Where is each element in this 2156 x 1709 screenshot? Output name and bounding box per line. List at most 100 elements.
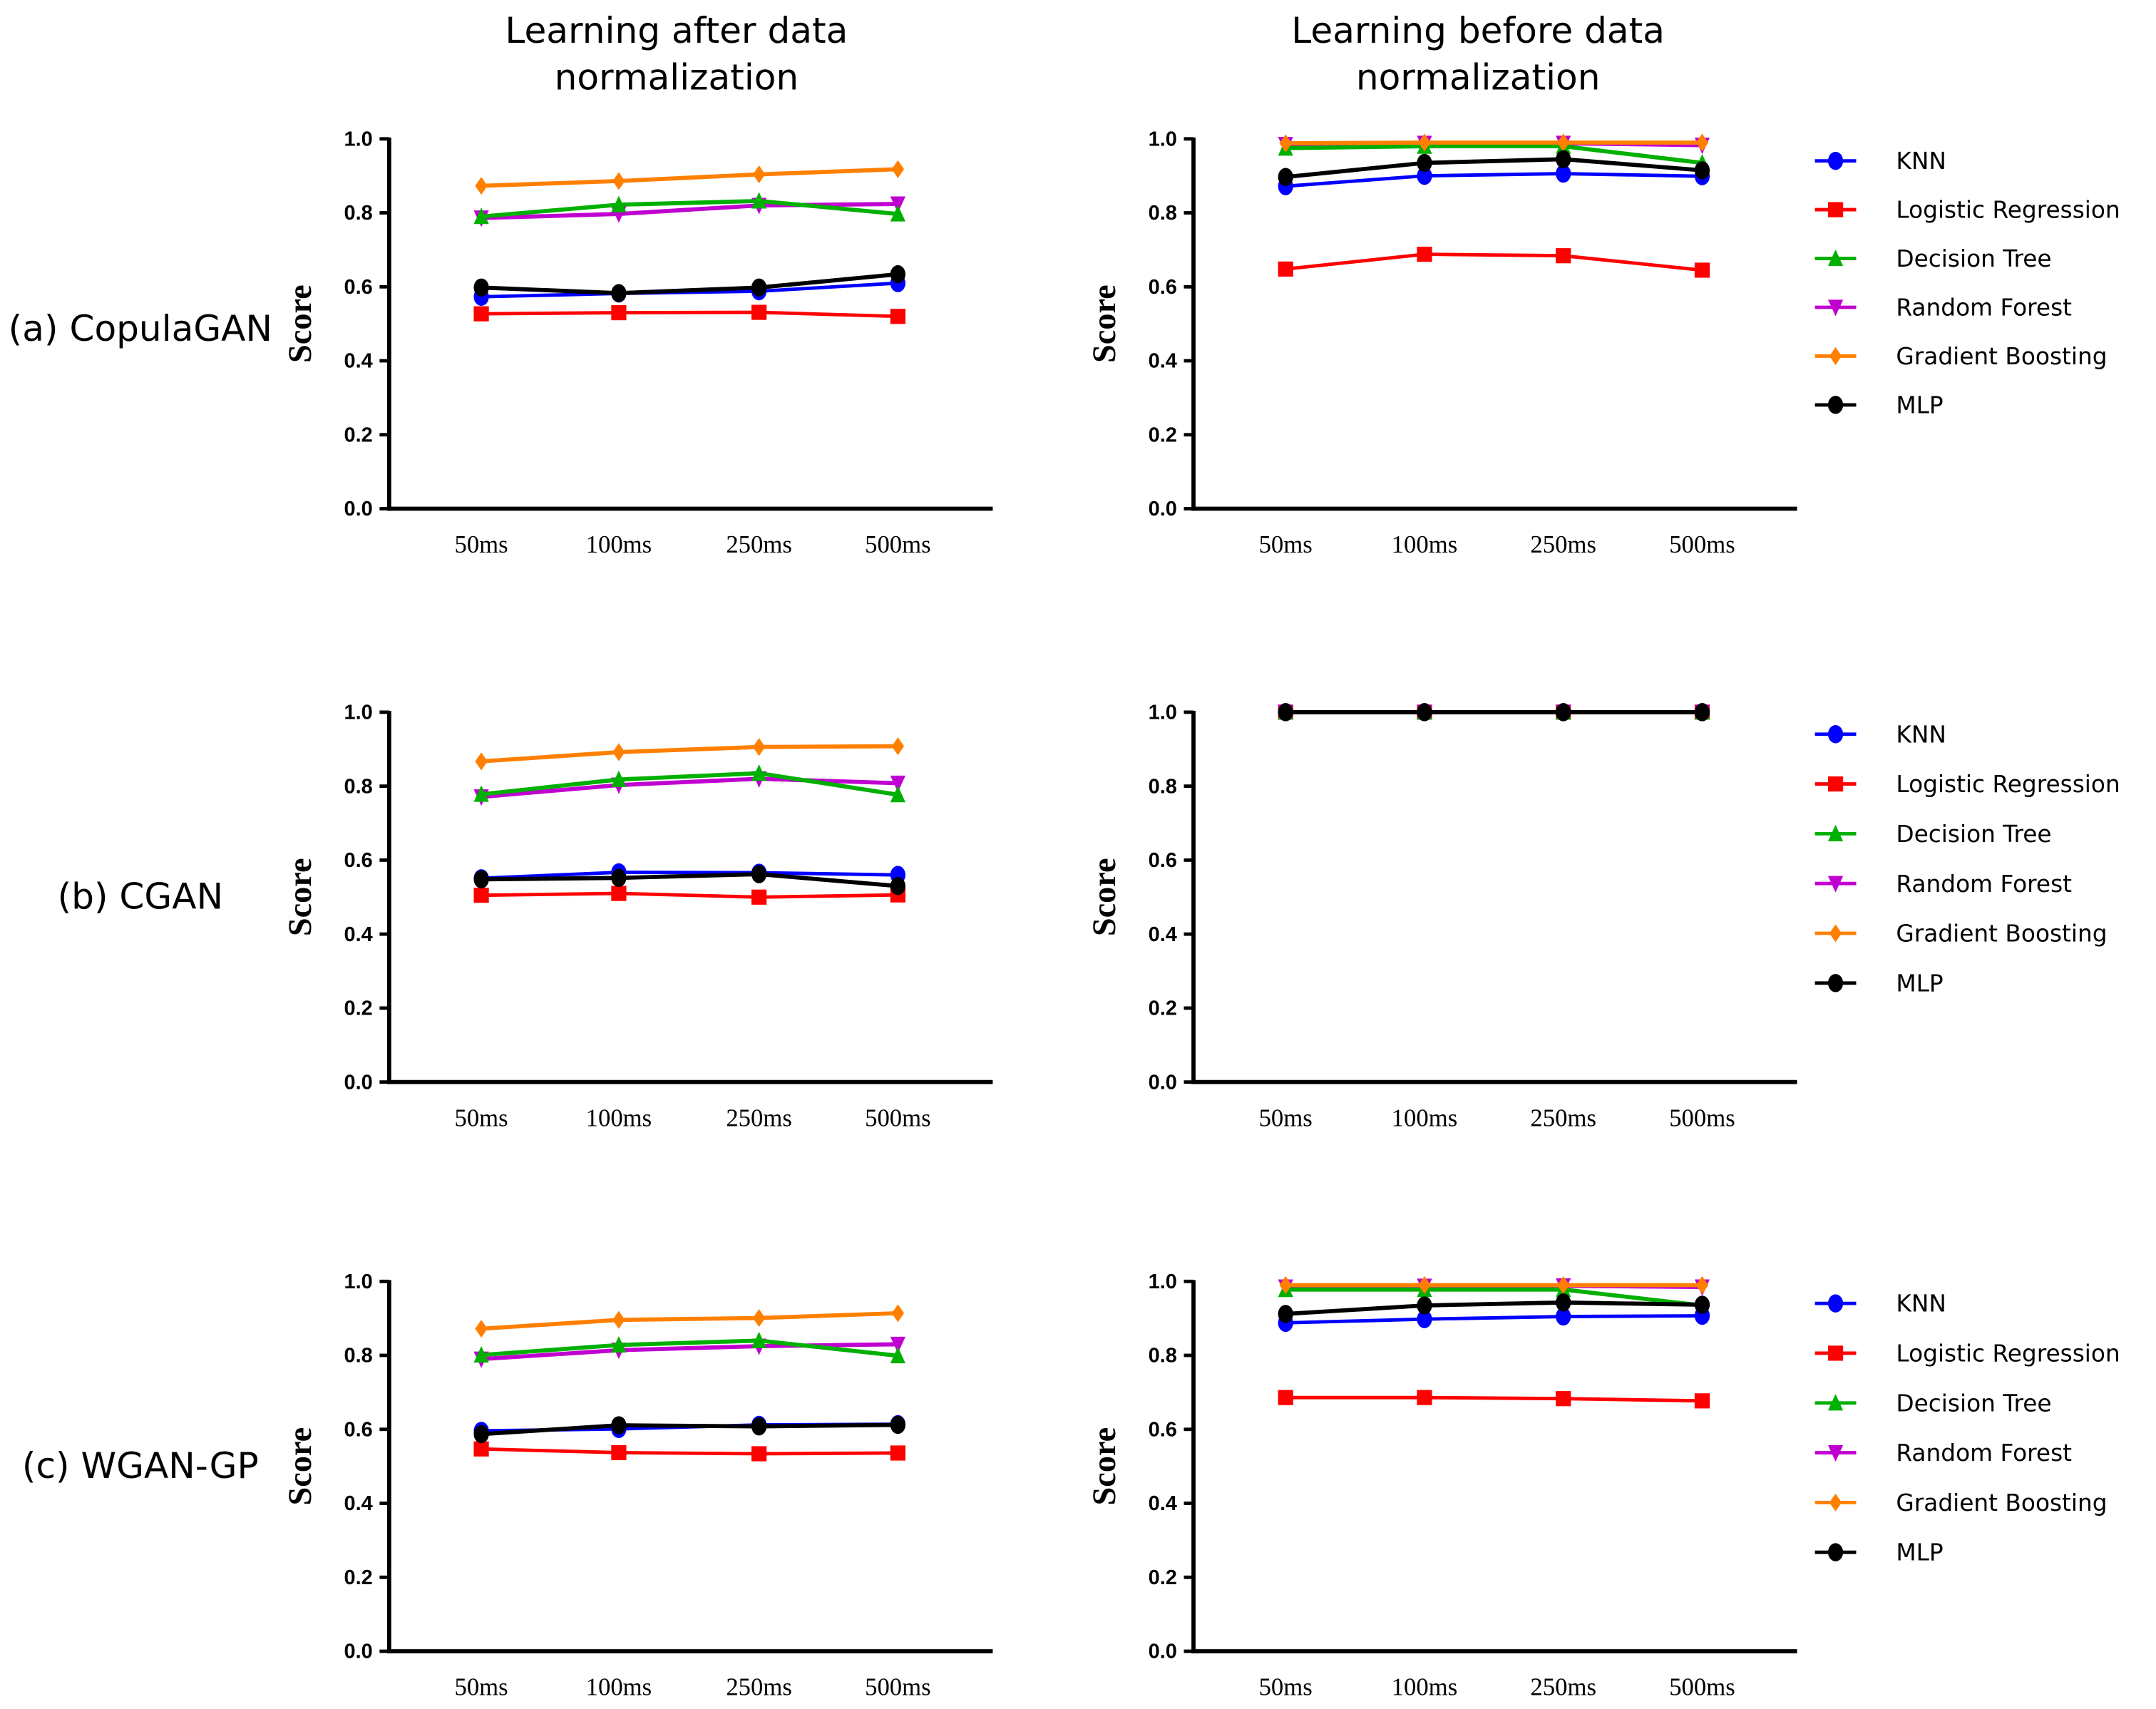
- series-line-mlp: [1285, 1300, 1703, 1316]
- y-tick-label: 0.8: [344, 775, 373, 798]
- legend: KNN Logistic Regression Decision Tree Rando…: [1814, 721, 2120, 997]
- legend-marker: [1827, 396, 1844, 414]
- y-tick-label: 0.0: [1149, 498, 1177, 520]
- column-title-before-line2: normalization: [1356, 56, 1601, 98]
- series-line-decision-tree: [481, 1338, 898, 1358]
- y-tick-label: 1.0: [344, 1271, 373, 1293]
- data-point: [1694, 161, 1710, 180]
- data-point: [752, 738, 766, 756]
- x-tick-label: 250ms: [1530, 1673, 1596, 1701]
- data-point: [1694, 262, 1710, 278]
- y-tick-label: 0.4: [1149, 350, 1177, 373]
- series-line-gradient-boosting: [481, 1310, 898, 1331]
- data-point: [751, 192, 767, 209]
- y-tick-label: 0.8: [1149, 775, 1177, 798]
- legend-label: Logistic Regression: [1896, 197, 2120, 224]
- data-point: [1417, 166, 1432, 185]
- data-point: [473, 785, 489, 802]
- series-line-mlp: [481, 872, 898, 888]
- x-tick-label: 500ms: [865, 1673, 931, 1701]
- x-tick-label: 100ms: [586, 1673, 652, 1701]
- x-tick-label: 50ms: [454, 1104, 508, 1131]
- panel-1-1: 0.0 0.2 0.4 0.6 0.8 1.0 50ms 100ms 250ms 500ms Sco…: [1087, 702, 2120, 1132]
- data-point: [1278, 703, 1293, 722]
- y-tick-label: 0.6: [344, 276, 373, 299]
- x-tick-label: 500ms: [1669, 1673, 1735, 1701]
- series-line-gradient-boosting: [481, 167, 898, 188]
- data-point: [751, 865, 767, 883]
- data-point: [1417, 1310, 1432, 1328]
- legend-label: Logistic Regression: [1896, 1340, 2120, 1367]
- y-tick-label: 0.0: [344, 498, 373, 520]
- y-axis-label: Score: [282, 858, 319, 936]
- y-axis-label: Score: [1087, 284, 1123, 363]
- data-point: [473, 870, 489, 889]
- series-line-knn: [1285, 1314, 1703, 1325]
- series-line-random-forest: [481, 1342, 898, 1362]
- column-title-after-line2: normalization: [555, 56, 799, 98]
- legend-label: Random Forest: [1896, 871, 2072, 898]
- data-point: [751, 278, 767, 297]
- data-point: [751, 1331, 767, 1348]
- legend-marker: [1827, 202, 1844, 217]
- y-tick-label: 0.6: [1149, 276, 1177, 299]
- data-point: [890, 786, 905, 803]
- y-axis-label: Score: [1087, 1427, 1123, 1506]
- data-point: [475, 177, 488, 195]
- y-tick-label: 0.4: [344, 1492, 373, 1515]
- legend-label: Gradient Boosting: [1896, 1489, 2107, 1516]
- data-point: [1417, 703, 1432, 722]
- data-point: [751, 889, 767, 905]
- series-line-random-forest: [481, 776, 898, 799]
- legend-label: Gradient Boosting: [1896, 343, 2107, 370]
- x-tick-label: 50ms: [454, 1673, 508, 1701]
- series-line-logistic-regression: [1285, 252, 1703, 272]
- data-point: [1557, 1276, 1570, 1294]
- y-tick-label: 0.2: [344, 997, 373, 1020]
- data-point: [1694, 1393, 1710, 1409]
- data-point: [475, 752, 488, 771]
- row-label-cgan: (b) CGAN: [58, 876, 224, 918]
- data-point: [890, 309, 905, 324]
- series-line-mlp: [481, 1422, 898, 1437]
- data-point: [890, 205, 905, 222]
- series-line-decision-tree: [481, 771, 898, 797]
- data-point: [752, 165, 766, 184]
- legend-label: KNN: [1896, 1290, 1946, 1318]
- legend-marker: [1827, 1394, 1844, 1411]
- data-point: [1556, 164, 1571, 183]
- x-tick-label: 500ms: [865, 530, 931, 558]
- data-point: [611, 1416, 627, 1435]
- legend-label: KNN: [1896, 148, 1946, 175]
- y-tick-label: 0.6: [344, 849, 373, 872]
- legend-marker: [1829, 1493, 1842, 1512]
- data-point: [1694, 1295, 1710, 1314]
- data-point: [890, 1336, 905, 1353]
- legend-marker: [1827, 1345, 1844, 1361]
- series-line-knn: [1285, 172, 1703, 188]
- y-tick-label: 0.0: [344, 1641, 373, 1663]
- data-point: [1557, 133, 1570, 152]
- y-tick-label: 0.2: [1149, 997, 1177, 1020]
- series-line-decision-tree: [481, 199, 898, 219]
- data-point: [473, 888, 489, 903]
- data-point: [891, 160, 905, 178]
- y-tick-label: 0.4: [1149, 1492, 1177, 1515]
- x-tick-label: 50ms: [1259, 1104, 1313, 1131]
- legend-label: Gradient Boosting: [1896, 920, 2107, 948]
- y-tick-label: 0.8: [1149, 202, 1177, 225]
- data-point: [891, 1304, 905, 1323]
- series-line-decision-tree: [1285, 1287, 1703, 1308]
- y-tick-label: 0.4: [344, 923, 373, 946]
- data-point: [473, 1425, 489, 1444]
- row-label-wgan-gp: (c) WGAN-GP: [22, 1444, 259, 1487]
- series-line-logistic-regression: [481, 1447, 898, 1456]
- data-point: [1556, 1307, 1571, 1326]
- data-point: [612, 1310, 625, 1329]
- data-point: [1418, 133, 1431, 152]
- data-point: [1278, 1305, 1293, 1323]
- y-tick-label: 0.8: [344, 202, 373, 225]
- legend-label: Logistic Regression: [1896, 771, 2120, 798]
- y-tick-label: 0.8: [344, 1345, 373, 1367]
- series-line-random-forest: [481, 202, 898, 220]
